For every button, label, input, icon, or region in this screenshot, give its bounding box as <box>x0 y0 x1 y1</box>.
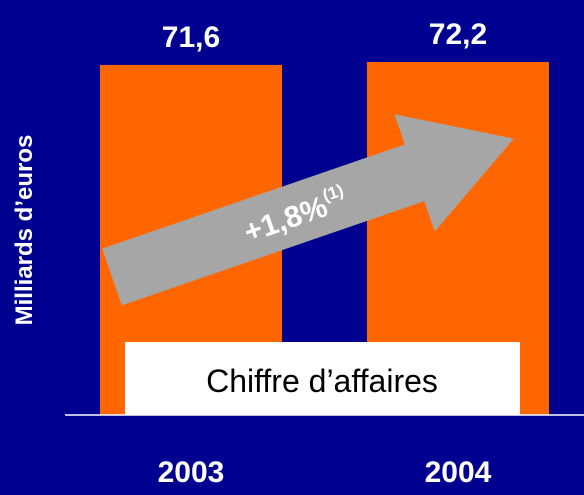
value-label: 72,2 <box>429 18 487 51</box>
x-tick-label: 2004 <box>425 456 492 489</box>
arrow-shape <box>102 114 514 306</box>
value-label: 71,6 <box>162 21 220 54</box>
x-tick-label: 2003 <box>158 456 225 489</box>
y-axis-label: Milliards d’euros <box>11 135 38 326</box>
series-box <box>125 342 520 415</box>
series-label: Chiffre d’affaires <box>206 363 438 399</box>
